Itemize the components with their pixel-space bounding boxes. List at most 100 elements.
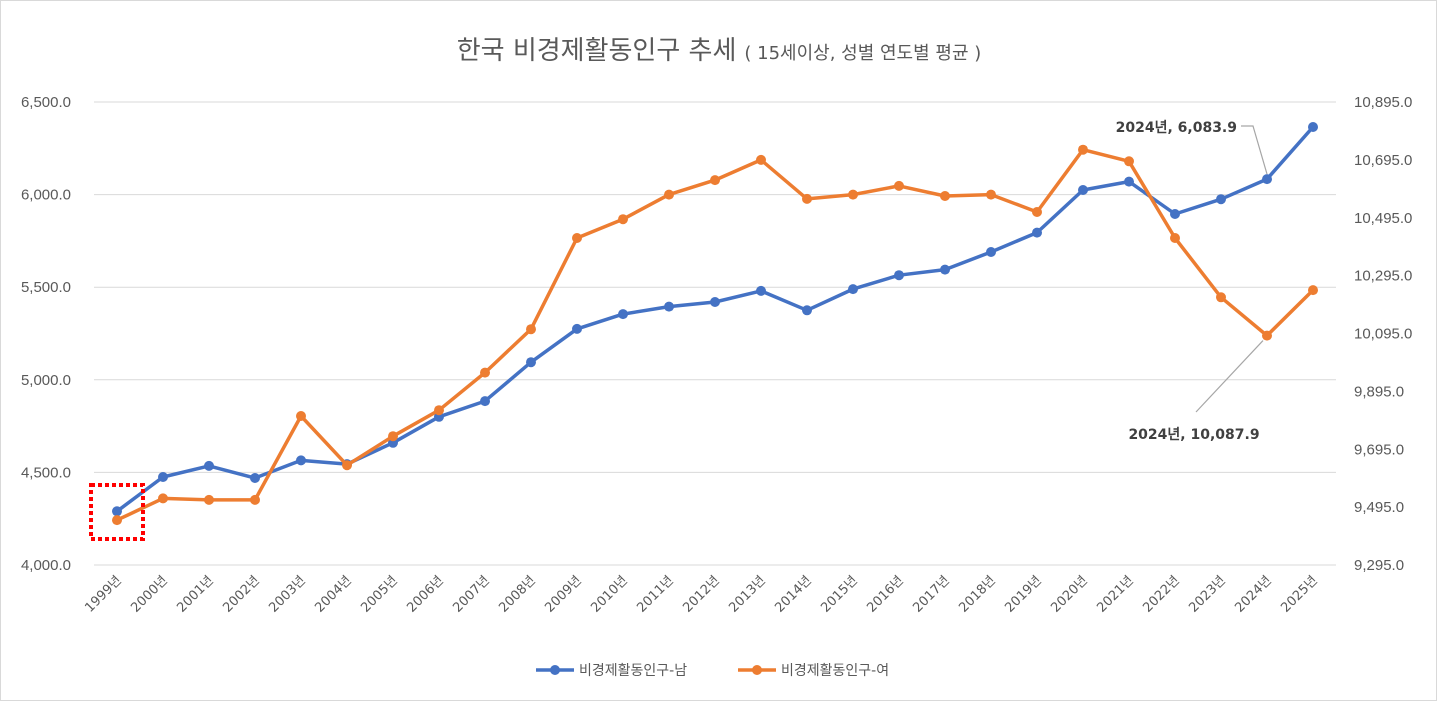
data-point [204, 494, 214, 505]
x-axis-tick-label: 2009년 [542, 573, 584, 615]
x-axis-ticks: 1999년 2000년 2001년 2002년 2003년 2004년 2005년 2006년… [82, 573, 1320, 615]
data-point [1078, 144, 1088, 155]
series-line [115, 147, 1315, 522]
right-axis-tick-label: 10,495.0 [1354, 210, 1412, 227]
data-point [1032, 207, 1042, 217]
left-axis-tick-label: 6,500.0 [21, 94, 71, 111]
data-point [526, 357, 536, 368]
right-axis-tick-label: 9,295.0 [1354, 557, 1404, 574]
data-point [710, 297, 720, 307]
x-axis-tick-label: 2013년 [726, 573, 768, 615]
data-point [986, 189, 996, 200]
legend-label: 비경제활동인구-여 [781, 663, 889, 679]
data-point [756, 285, 766, 296]
data-point [1170, 233, 1180, 243]
x-axis-tick-label: 2010년 [588, 573, 630, 615]
callout-leader-line [1241, 125, 1268, 175]
x-axis-tick-label: 2016년 [864, 573, 906, 615]
x-axis-tick-label: 2015년 [818, 573, 860, 615]
data-point [1262, 330, 1272, 341]
x-axis-tick-label: 2023년 [1186, 573, 1228, 615]
annotations: 2024년, 6,083.9 2024년, 10,087.9 [1116, 120, 1268, 443]
right-axis-tick-label: 9,895.0 [1354, 383, 1404, 400]
data-point [1308, 122, 1318, 132]
data-point [664, 301, 674, 312]
callout-leader-line [1195, 340, 1264, 413]
data-point [342, 460, 352, 471]
right-axis-tick-label: 10,295.0 [1354, 268, 1412, 285]
x-axis-tick-label: 2003년 [266, 573, 308, 615]
x-axis-tick-label: 2024년 [1232, 573, 1274, 615]
data-point [848, 284, 858, 295]
left-axis-tick-label: 5,000.0 [21, 372, 71, 389]
x-axis-tick-label: 2025년 [1278, 573, 1320, 615]
x-axis-tick-label: 2000년 [128, 573, 170, 615]
data-point [664, 189, 674, 200]
right-axis-tick-label: 10,695.0 [1354, 152, 1412, 169]
right-axis-tick-label: 10,895.0 [1354, 94, 1412, 111]
data-point [1216, 194, 1226, 205]
left-axis-tick-label: 4,500.0 [21, 464, 71, 481]
x-axis-tick-label: 2007년 [450, 573, 492, 615]
data-point [802, 305, 812, 316]
legend-marker [752, 665, 762, 675]
data-point [480, 396, 490, 407]
highlight-box [89, 483, 145, 541]
data-point [158, 493, 168, 504]
data-label: 2024년, 6,083.9 [1116, 120, 1237, 136]
x-axis-tick-label: 2017년 [910, 573, 952, 615]
right-axis-tick-label: 9,695.0 [1354, 441, 1404, 458]
data-point [1124, 176, 1134, 187]
highlight [89, 483, 145, 541]
data-point [480, 367, 490, 378]
data-point [158, 472, 168, 482]
data-point [618, 309, 628, 320]
left-axis-tick-label: 5,500.0 [21, 279, 71, 296]
x-axis-tick-label: 2012년 [680, 573, 722, 615]
data-point [1032, 227, 1042, 238]
data-point [940, 191, 950, 201]
x-axis-tick-label: 2021년 [1094, 573, 1136, 615]
data-point [250, 473, 260, 483]
x-axis-tick-label: 2020년 [1048, 573, 1090, 615]
data-point [250, 494, 260, 505]
x-axis-tick-label: 2004년 [312, 573, 354, 615]
x-axis-tick-label: 2002년 [220, 573, 262, 615]
data-point [204, 460, 214, 471]
x-axis-tick-label: 2001년 [174, 573, 216, 615]
data-point [1078, 185, 1088, 195]
data-point [112, 515, 122, 526]
data-point [848, 189, 858, 200]
x-axis-tick-label: 2019년 [1002, 573, 1044, 615]
data-point [986, 247, 996, 257]
data-point [802, 193, 812, 204]
legend: 비경제활동인구-남 비경제활동인구-여 [536, 663, 889, 679]
data-point [618, 214, 628, 225]
data-point [572, 323, 582, 334]
data-point [756, 154, 766, 165]
data-point [894, 270, 904, 281]
right-axis-tick-label: 9,495.0 [1354, 499, 1404, 516]
left-axis-tick-label: 6,000.0 [21, 187, 71, 204]
data-point [1124, 156, 1134, 167]
series-layer [112, 122, 1318, 526]
data-point [434, 405, 444, 416]
right-axis-tick-label: 10,095.0 [1354, 326, 1412, 343]
x-axis-tick-label: 2014년 [772, 573, 814, 615]
x-axis-tick-label: 2022년 [1140, 573, 1182, 615]
x-axis-tick-label: 2005년 [358, 573, 400, 615]
chart-subtitle: ( 15세이상, 성별 연도별 평균 ) [744, 43, 981, 64]
data-point [526, 324, 536, 335]
right-axis-ticks: 9,295.0 9,495.0 9,695.0 9,895.0 10,095.0 10,2… [1354, 94, 1412, 574]
left-axis-ticks: 4,000.0 4,500.0 5,000.0 5,500.0 6,000.0 6,500… [21, 94, 71, 574]
x-axis-tick-label: 2011년 [634, 573, 676, 615]
chart-title: 한국 비경제활동인구 추세 ( 15세이상, 성별 연도별 평균 ) [457, 36, 982, 66]
x-axis-tick-label: 1999년 [82, 573, 124, 615]
data-point [296, 411, 306, 421]
data-point [112, 506, 122, 517]
data-point [388, 431, 398, 442]
data-point [296, 455, 306, 466]
data-point [572, 233, 582, 243]
